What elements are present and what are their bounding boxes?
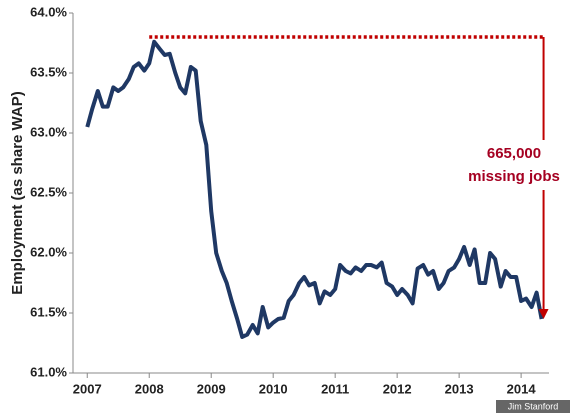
x-tick-label: 2014 <box>507 381 537 396</box>
annotation: 665,000 <box>487 145 541 162</box>
annotation-bg <box>462 140 568 190</box>
y-tick-label: 62.5% <box>30 184 67 199</box>
y-tick-label: 62.0% <box>30 244 67 259</box>
x-tick-label: 2008 <box>135 381 164 396</box>
x-tick-label: 2011 <box>321 381 349 396</box>
y-tick-label: 63.5% <box>30 64 67 79</box>
credit-box <box>496 400 570 413</box>
y-tick-label: 63.0% <box>30 124 67 139</box>
x-tick-label: 2009 <box>197 381 226 396</box>
x-tick-label: 2012 <box>383 381 412 396</box>
y-tick-label: 61.5% <box>30 304 67 319</box>
credit: Jim Stanford <box>508 401 559 411</box>
x-tick-label: 2007 <box>73 381 102 396</box>
x-tick-label: 2013 <box>445 381 474 396</box>
arrow-head <box>538 309 549 319</box>
y-tick-label: 61.0% <box>30 364 67 379</box>
y-tick-label: 64.0% <box>30 4 67 19</box>
y-axis-label: Employment (as share WAP) <box>9 91 26 294</box>
annotation: missing jobs <box>468 168 560 185</box>
series-line <box>85 39 544 339</box>
x-tick-label: 2010 <box>259 381 288 396</box>
